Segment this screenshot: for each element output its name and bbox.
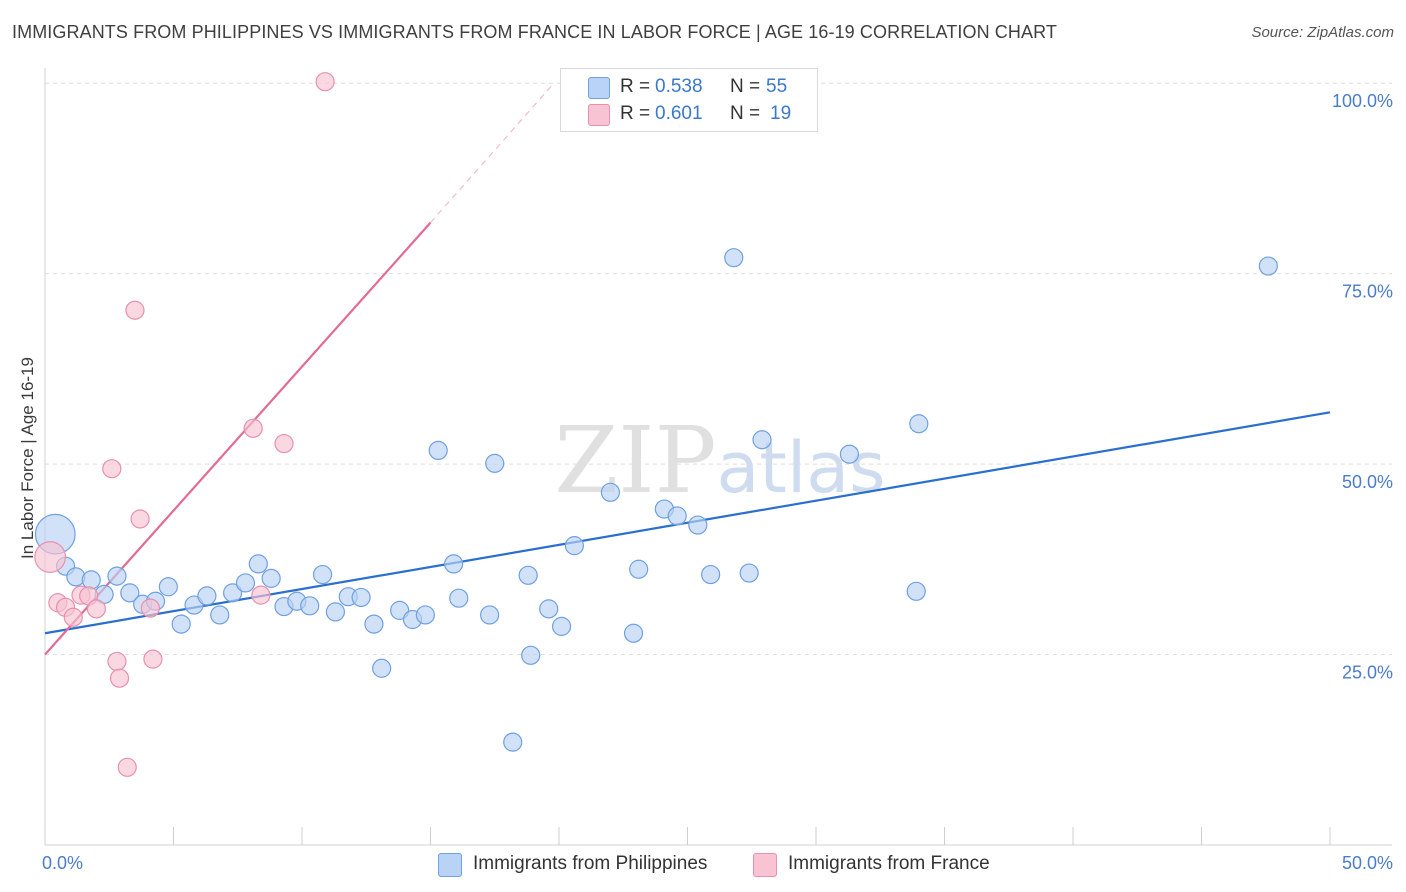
philippines-point: [739, 563, 759, 583]
france-point: [63, 607, 83, 627]
france-point: [102, 459, 122, 479]
philippines-point: [325, 602, 346, 622]
philippines-point: [629, 559, 649, 579]
y-tick-label: 75.0%: [1342, 282, 1393, 302]
philippines-point: [539, 599, 559, 619]
trend-lines: [44, 82, 1331, 656]
philippines-point: [839, 444, 860, 464]
philippines-point: [909, 414, 929, 434]
france-point: [109, 668, 130, 688]
philippines-point: [724, 248, 744, 268]
philippines-point: [261, 568, 281, 588]
source-label: Source: ZipAtlas.com: [1251, 24, 1394, 41]
philippines-point: [158, 577, 178, 597]
axes: [44, 68, 1392, 846]
legend-row-france: R = 0.601 N = 19: [561, 101, 817, 127]
philippines-point: [372, 658, 392, 678]
r-label: R =: [620, 103, 651, 124]
data-points: [34, 72, 1278, 777]
france-point: [143, 649, 163, 669]
philippines-point: [81, 570, 101, 590]
philippines-point: [107, 566, 127, 586]
france-point: [117, 757, 137, 777]
france-legend-swatch: [753, 853, 777, 877]
x-tick-label-min: 0.0%: [42, 853, 83, 873]
philippines-point: [171, 614, 191, 634]
france-point: [251, 585, 271, 605]
philippines-point: [223, 583, 243, 603]
france-point: [34, 541, 67, 573]
philippines-point: [210, 605, 230, 625]
france-trend-line: [44, 221, 432, 656]
france-point: [130, 509, 150, 529]
philippines-point: [600, 482, 621, 502]
france-n-value: 19: [770, 103, 792, 124]
y-tick-label: 25.0%: [1342, 663, 1393, 683]
philippines-point: [906, 581, 926, 601]
philippines-point: [235, 573, 256, 593]
n-label: N =: [730, 103, 761, 124]
france-point: [274, 433, 294, 454]
philippines-point: [564, 536, 585, 556]
philippines-point: [300, 596, 320, 616]
france-trend-extension: [430, 82, 555, 224]
n-label: N =: [730, 76, 761, 97]
philippines-swatch: [588, 77, 610, 99]
stats-legend: R = 0.538 N = 55 R = 0.601 N = 19: [560, 68, 818, 132]
france-point: [140, 598, 160, 618]
philippines-point: [503, 732, 523, 752]
philippines-r-value: 0.538: [655, 76, 703, 97]
philippines-point: [521, 645, 541, 665]
philippines-n-value: 55: [766, 76, 788, 97]
philippines-point: [415, 605, 435, 625]
r-label: R =: [620, 76, 651, 97]
x-tick-label-max: 50.0%: [1342, 853, 1393, 873]
philippines-point: [752, 430, 772, 450]
philippines-point: [485, 453, 505, 473]
france-point: [243, 418, 263, 438]
y-tick-label: 100.0%: [1332, 91, 1393, 111]
philippines-point: [701, 564, 721, 585]
philippines-point: [312, 564, 333, 585]
philippines-point: [518, 565, 538, 585]
france-point: [86, 599, 107, 619]
philippines-legend-label: Immigrants from Philippines: [473, 853, 708, 874]
philippines-point: [1258, 256, 1278, 276]
watermark: ZIPatlas: [554, 407, 885, 514]
grid-lines: [45, 82, 1392, 656]
philippines-point: [688, 515, 708, 535]
philippines-point: [623, 623, 644, 643]
france-point: [315, 72, 335, 92]
philippines-point: [444, 554, 464, 574]
philippines-point: [66, 567, 86, 587]
chart-title: IMMIGRANTS FROM PHILIPPINES VS IMMIGRANT…: [12, 22, 1057, 42]
france-r-value: 0.601: [655, 103, 703, 124]
philippines-point: [449, 588, 469, 608]
france-swatch: [588, 104, 610, 126]
y-tick-label: 50.0%: [1342, 472, 1393, 492]
philippines-point: [428, 440, 448, 461]
philippines-point: [667, 506, 687, 526]
philippines-point: [351, 587, 371, 608]
philippines-point: [551, 616, 572, 636]
tick-labels: 25.0% 50.0% 75.0% 100.0% 0.0% 50.0%: [42, 91, 1393, 873]
philippines-point: [120, 583, 140, 603]
philippines-point: [197, 586, 217, 606]
france-point: [125, 300, 145, 320]
france-legend-label: Immigrants from France: [788, 853, 990, 874]
philippines-point: [248, 554, 268, 574]
legend-row-philippines: R = 0.538 N = 55: [561, 74, 817, 100]
france-point: [107, 651, 127, 672]
philippines-point: [480, 605, 500, 625]
philippines-point: [364, 614, 384, 634]
philippines-legend-swatch: [438, 853, 462, 877]
